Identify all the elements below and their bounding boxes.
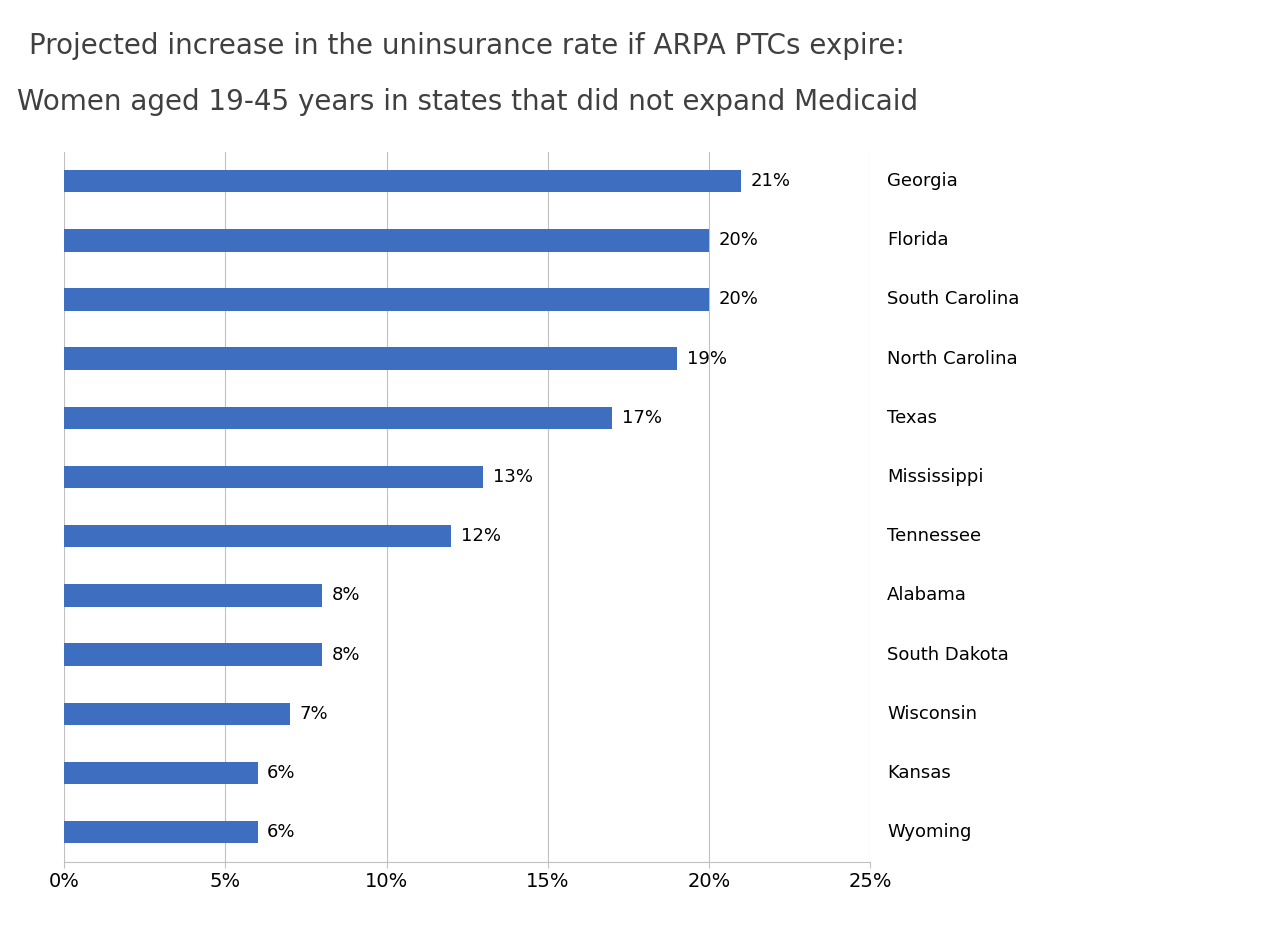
Text: 13%: 13% bbox=[493, 468, 532, 486]
Bar bbox=[64, 406, 612, 429]
Text: 6%: 6% bbox=[268, 823, 296, 841]
Text: Wyoming: Wyoming bbox=[887, 823, 972, 841]
Bar bbox=[64, 466, 484, 489]
Text: Alabama: Alabama bbox=[887, 586, 966, 604]
Bar bbox=[64, 229, 709, 252]
Text: Mississippi: Mississippi bbox=[887, 468, 983, 486]
Text: Georgia: Georgia bbox=[887, 172, 957, 190]
Text: 8%: 8% bbox=[332, 586, 360, 604]
Bar bbox=[64, 525, 451, 547]
Bar bbox=[64, 821, 257, 844]
Text: 19%: 19% bbox=[686, 349, 727, 367]
Bar bbox=[64, 348, 677, 370]
Bar bbox=[64, 584, 323, 607]
Text: 21%: 21% bbox=[751, 172, 791, 190]
Bar bbox=[64, 170, 741, 192]
Bar bbox=[64, 288, 709, 311]
Bar bbox=[64, 643, 323, 666]
Text: Kansas: Kansas bbox=[887, 764, 951, 782]
Text: South Dakota: South Dakota bbox=[887, 646, 1009, 664]
Text: 6%: 6% bbox=[268, 764, 296, 782]
Text: 20%: 20% bbox=[719, 231, 759, 249]
Text: Texas: Texas bbox=[887, 409, 937, 427]
Text: Florida: Florida bbox=[887, 231, 948, 249]
Text: 7%: 7% bbox=[300, 705, 328, 723]
Text: 8%: 8% bbox=[332, 646, 360, 664]
Bar bbox=[64, 761, 257, 784]
Bar bbox=[64, 703, 289, 725]
Text: South Carolina: South Carolina bbox=[887, 291, 1019, 309]
Text: Wisconsin: Wisconsin bbox=[887, 705, 977, 723]
Text: 12%: 12% bbox=[461, 527, 500, 545]
Text: North Carolina: North Carolina bbox=[887, 349, 1018, 367]
Text: Tennessee: Tennessee bbox=[887, 527, 982, 545]
Title: Projected increase in the uninsurance rate if ARPA PTCs expire:

Women aged 19-4: Projected increase in the uninsurance ra… bbox=[17, 32, 918, 116]
Text: 17%: 17% bbox=[622, 409, 662, 427]
Text: 20%: 20% bbox=[719, 291, 759, 309]
